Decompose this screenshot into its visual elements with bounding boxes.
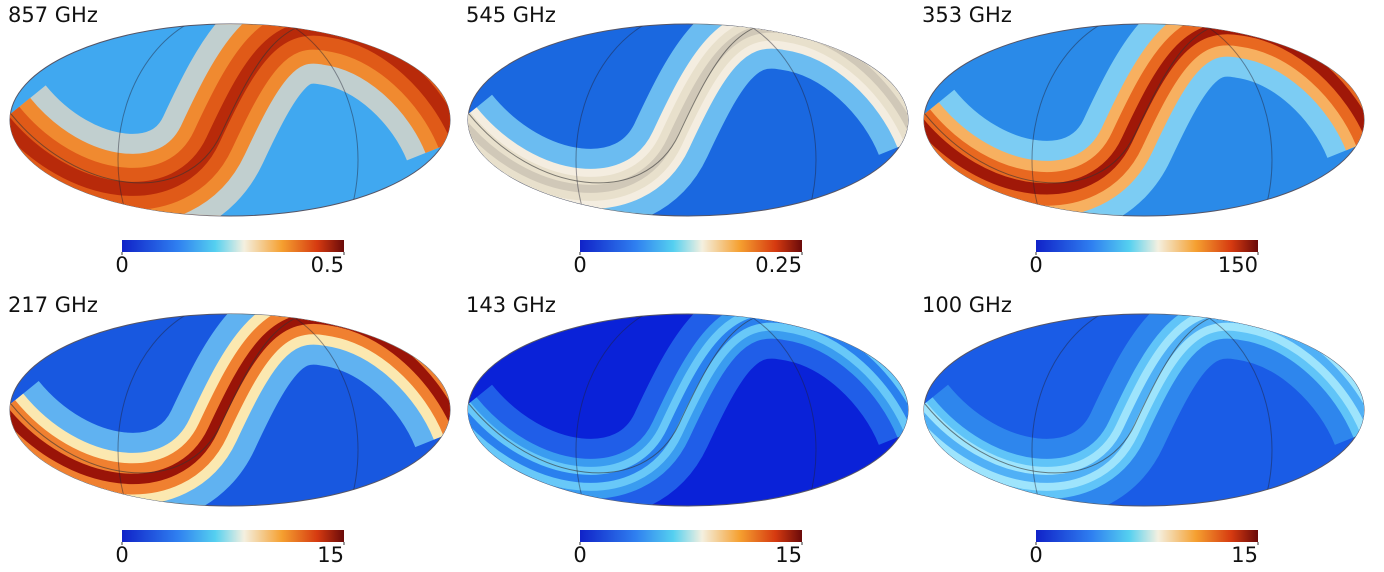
colorbar (1036, 530, 1258, 542)
map-panel: 217 GHz 0 15 (8, 293, 451, 567)
meridian (575, 24, 817, 216)
colorbar-tick-label: 0 (1029, 543, 1042, 567)
map-title: 100 GHz (922, 293, 1012, 317)
colorbar-tick-label: 0 (115, 253, 128, 277)
meridian (1031, 314, 1273, 506)
colorbar (580, 240, 802, 252)
band-core (10, 24, 450, 196)
meridian (1031, 24, 1273, 216)
colorbar-tick-label: 15 (1231, 543, 1258, 567)
map-content (10, 24, 450, 216)
map-title: 217 GHz (8, 293, 98, 317)
colorbar-tick-label: 0 (1029, 253, 1042, 277)
colorbar-tick-label: 15 (775, 543, 802, 567)
colorbar-tick-label: 0.25 (755, 253, 802, 277)
map-title: 545 GHz (466, 3, 556, 27)
colorbar-tick-label: 0 (115, 543, 128, 567)
meridian (575, 314, 817, 506)
colorbar (122, 530, 344, 542)
colorbar-tick-label: 15 (317, 543, 344, 567)
map-panel: 143 GHz 0 15 (466, 293, 909, 567)
colorbar-tick-label: 0.5 (311, 253, 344, 277)
colorbar (122, 240, 344, 252)
meridian (117, 24, 359, 216)
meridian (117, 314, 359, 506)
map-panel: 857 GHz 0 0.5 (8, 3, 451, 277)
map-panel: 353 GHz 0 150 (922, 3, 1365, 277)
band-core (924, 24, 1364, 195)
map-content (468, 24, 908, 216)
map-content (468, 314, 908, 506)
map-panel: 545 GHz 0 0.25 (466, 3, 909, 277)
map-content (924, 24, 1364, 216)
map-title: 353 GHz (922, 3, 1012, 27)
colorbar (580, 530, 802, 542)
map-content (10, 314, 450, 506)
colorbar-tick-label: 0 (573, 253, 586, 277)
band-core (468, 314, 908, 483)
map-panel: 100 GHz 0 15 (922, 293, 1365, 567)
map-content (924, 314, 1364, 506)
map-title: 857 GHz (8, 3, 98, 27)
band-core (468, 24, 908, 193)
band-core (10, 314, 450, 485)
map-title: 143 GHz (466, 293, 556, 317)
colorbar (1036, 240, 1258, 252)
colorbar-tick-label: 0 (573, 543, 586, 567)
band-core (924, 314, 1364, 483)
colorbar-tick-label: 150 (1218, 253, 1258, 277)
